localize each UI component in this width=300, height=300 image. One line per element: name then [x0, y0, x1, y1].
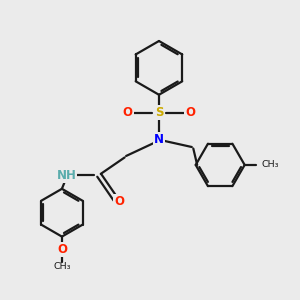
Text: O: O: [57, 243, 67, 256]
Text: CH₃: CH₃: [262, 160, 279, 169]
Text: O: O: [185, 106, 195, 119]
Text: S: S: [155, 106, 163, 119]
Text: CH₃: CH₃: [53, 262, 71, 271]
Text: O: O: [123, 106, 133, 119]
Text: NH: NH: [56, 169, 76, 182]
Text: O: O: [114, 195, 124, 208]
Text: N: N: [154, 133, 164, 146]
